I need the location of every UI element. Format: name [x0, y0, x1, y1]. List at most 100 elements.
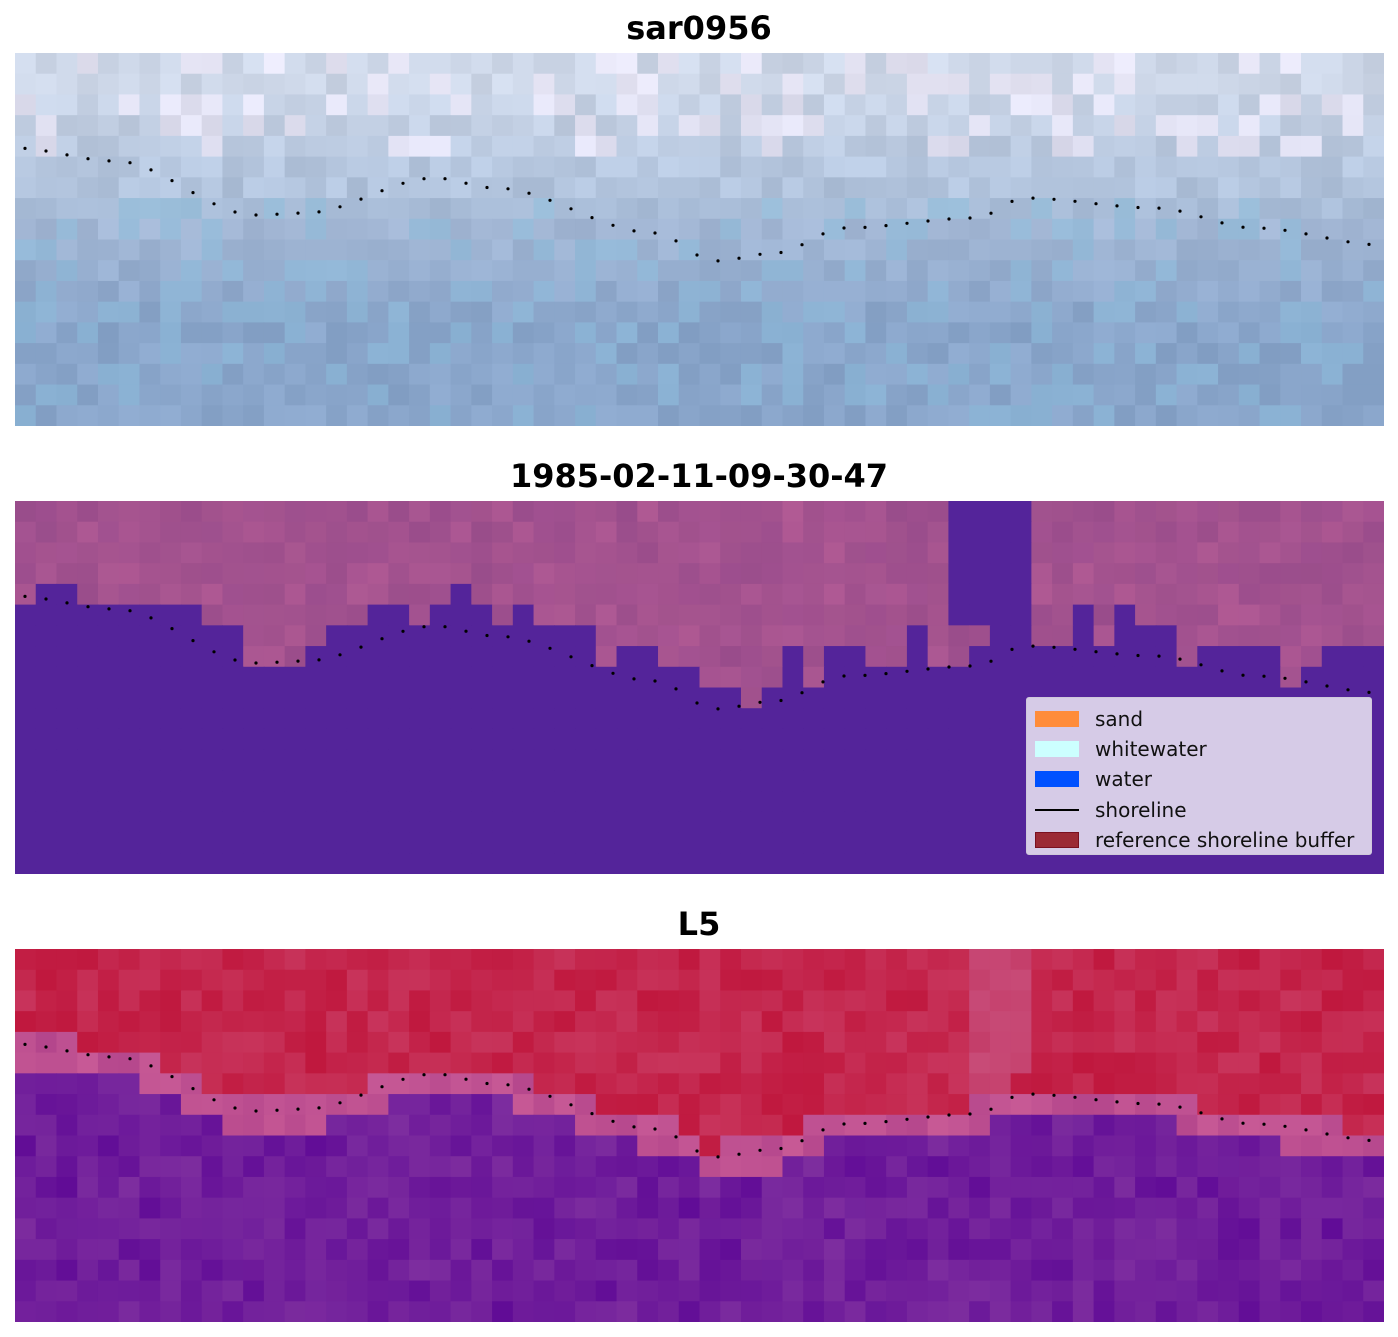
sar-pixel	[1072, 301, 1095, 323]
class-pixel	[554, 563, 576, 585]
sar-pixel	[782, 405, 804, 426]
ndwi-pixel	[989, 1156, 1012, 1178]
shoreline-point	[254, 1109, 258, 1113]
ndwi-pixel	[1280, 1135, 1302, 1157]
class-pixel	[222, 749, 244, 771]
ndwi-pixel	[782, 1176, 804, 1199]
sar-pixel	[699, 73, 721, 96]
class-pixel	[616, 832, 638, 854]
shoreline-point	[779, 1146, 783, 1151]
ndwi-pixel	[637, 990, 659, 1012]
sar-pixel	[512, 73, 535, 96]
class-pixel	[409, 625, 431, 647]
ndwi-pixel	[367, 969, 389, 992]
ndwi-pixel	[533, 1031, 555, 1054]
class-pixel	[15, 791, 37, 813]
class-pixel	[1197, 542, 1219, 564]
ndwi-pixel	[678, 1197, 701, 1219]
class-pixel	[595, 770, 618, 792]
ndwi-pixel	[761, 949, 784, 971]
ndwi-pixel	[595, 1259, 618, 1282]
ndwi-pixel	[595, 1073, 618, 1095]
shoreline-point	[716, 259, 720, 263]
shoreline-point	[275, 1108, 279, 1112]
ndwi-pixel	[1052, 949, 1074, 971]
sar-pixel	[616, 343, 638, 365]
class-pixel	[637, 501, 659, 523]
class-pixel	[388, 687, 410, 709]
sar-pixel	[429, 94, 452, 116]
sar-pixel	[803, 363, 825, 386]
class-pixel	[658, 563, 680, 585]
ndwi-pixel	[1031, 1052, 1053, 1074]
sar-pixel	[326, 301, 348, 323]
sar-pixel	[1155, 363, 1178, 386]
class-pixel	[637, 832, 659, 854]
ndwi-pixel	[160, 1011, 182, 1033]
class-pixel	[554, 542, 576, 564]
class-pixel	[886, 853, 908, 874]
sar-pixel	[15, 239, 37, 261]
reference-buffer-swatch-icon	[1035, 831, 1079, 848]
sar-pixel	[699, 239, 721, 261]
sar-pixel	[906, 280, 929, 303]
ndwi-pixel	[1176, 1197, 1198, 1219]
ndwi-pixel	[1301, 1259, 1323, 1282]
class-pixel	[740, 728, 763, 751]
class-pixel	[305, 646, 327, 668]
class-pixel	[1155, 666, 1178, 689]
sar-pixel	[1301, 94, 1323, 116]
class-pixel	[139, 583, 161, 606]
ndwi-pixel	[1176, 1011, 1198, 1033]
sar-pixel	[740, 363, 763, 386]
ndwi-pixel	[1301, 1135, 1323, 1157]
class-pixel	[844, 708, 867, 730]
ndwi-pixel	[346, 1094, 369, 1116]
ndwi-pixel	[201, 1052, 224, 1074]
ndwi-pixel	[720, 1259, 742, 1282]
sar-pixel	[35, 343, 58, 365]
ndwi-pixel	[471, 1218, 493, 1240]
shoreline-point	[1262, 226, 1266, 230]
sar-pixel	[927, 177, 950, 199]
class-pixel	[1280, 625, 1302, 647]
class-pixel	[658, 542, 680, 564]
class-pixel	[471, 501, 493, 523]
ndwi-pixel	[1280, 1073, 1302, 1095]
ndwi-pixel	[388, 990, 410, 1012]
ndwi-pixel	[1238, 1197, 1261, 1219]
sar-pixel	[595, 322, 618, 344]
sar-pixel	[740, 322, 763, 344]
ndwi-pixel	[1114, 1114, 1136, 1137]
class-pixel	[139, 687, 161, 709]
sar-pixel	[139, 198, 161, 220]
class-pixel	[284, 708, 306, 730]
sar-pixel	[367, 156, 389, 178]
ndwi-pixel	[284, 1197, 306, 1219]
ndwi-pixel	[886, 1280, 908, 1302]
shoreline-point	[947, 665, 951, 669]
ndwi-pixel	[471, 969, 493, 992]
class-pixel	[284, 583, 306, 606]
sar-pixel	[678, 94, 701, 116]
sar-pixel	[616, 239, 638, 261]
sar-pixel	[15, 94, 37, 116]
sar-pixel	[1155, 301, 1178, 323]
class-pixel	[1031, 666, 1053, 689]
sar-pixel	[1321, 343, 1344, 365]
ndwi-pixel	[180, 1011, 203, 1033]
ndwi-pixel	[1280, 1156, 1302, 1178]
class-pixel	[865, 542, 887, 564]
class-pixel	[575, 501, 597, 523]
class-pixel	[948, 728, 970, 751]
ndwi-pixel	[97, 1052, 120, 1074]
ndwi-pixel	[1363, 1197, 1384, 1219]
ndwi-pixel	[1342, 1031, 1364, 1054]
ndwi-pixel	[35, 1011, 58, 1033]
class-pixel	[699, 708, 721, 730]
ndwi-pixel	[512, 1094, 535, 1116]
ndwi-pixel	[512, 1176, 535, 1199]
sar-pixel	[927, 280, 950, 303]
ndwi-pixel	[1280, 1114, 1302, 1137]
shoreline-point	[926, 667, 930, 671]
